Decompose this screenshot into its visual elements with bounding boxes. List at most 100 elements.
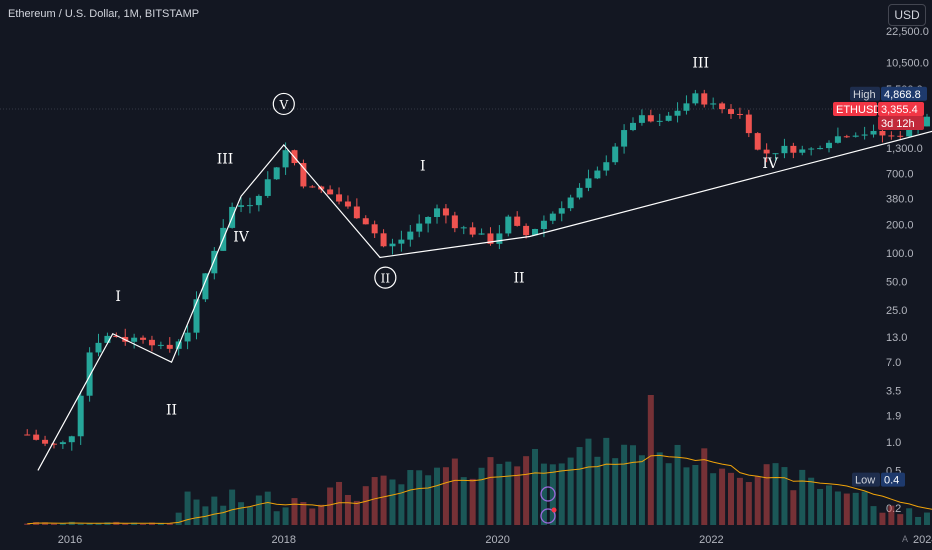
wave-label-circle bbox=[374, 266, 397, 289]
candle-body bbox=[50, 443, 57, 445]
volume-bar bbox=[710, 473, 717, 525]
candle-body bbox=[576, 187, 583, 198]
volume-bar bbox=[344, 494, 351, 525]
volume-bar bbox=[799, 469, 806, 525]
volume-bar bbox=[808, 477, 815, 525]
y-tick-label: 7.0 bbox=[886, 357, 901, 369]
volume-bar bbox=[567, 457, 574, 525]
candle-body bbox=[68, 436, 75, 443]
last-price-tag: 3,355.4 bbox=[881, 104, 918, 116]
volume-bar bbox=[630, 445, 637, 525]
volume-bar bbox=[389, 479, 396, 525]
volume-bar bbox=[336, 481, 343, 525]
event-icon[interactable] bbox=[540, 486, 556, 502]
candle-body bbox=[238, 205, 245, 207]
candle-body bbox=[701, 93, 708, 105]
volume-bar bbox=[585, 438, 592, 525]
wave-label: II bbox=[513, 271, 524, 287]
volume-bar bbox=[478, 467, 485, 525]
countdown-tag-bg bbox=[878, 116, 924, 131]
candle-body bbox=[817, 148, 824, 150]
y-tick-label: 380.0 bbox=[886, 193, 914, 205]
volume-bar bbox=[781, 467, 788, 525]
volume-bar bbox=[282, 507, 289, 525]
candle-body bbox=[772, 153, 779, 155]
candle-body bbox=[273, 167, 280, 180]
volume-bar bbox=[327, 487, 334, 525]
candle-body bbox=[843, 136, 850, 138]
candle-body bbox=[353, 206, 360, 219]
candle-body bbox=[514, 216, 521, 226]
volume-bar bbox=[683, 467, 690, 525]
auto-scale-button[interactable]: A bbox=[901, 534, 908, 544]
volume-bar bbox=[621, 444, 628, 525]
candle-body bbox=[469, 227, 476, 235]
volume-bar bbox=[888, 505, 895, 525]
candle-body bbox=[113, 335, 120, 337]
candle-body bbox=[897, 135, 904, 137]
candle-body bbox=[425, 216, 432, 224]
wave-label: I bbox=[420, 158, 426, 174]
volume-bar bbox=[861, 491, 868, 525]
candle-body bbox=[692, 93, 699, 104]
last-price-tag-bg bbox=[878, 102, 924, 117]
candle-body bbox=[656, 120, 663, 122]
volume-bar bbox=[843, 493, 850, 525]
volume-bar bbox=[353, 500, 360, 525]
wave-label: III bbox=[692, 55, 709, 71]
candle-body bbox=[336, 194, 343, 202]
candle-body bbox=[834, 136, 841, 143]
candle-body bbox=[104, 335, 111, 343]
wave-label: IV bbox=[762, 156, 779, 172]
candle-body bbox=[763, 149, 770, 154]
y-tick-label: 22,500.0 bbox=[886, 26, 929, 38]
elliott-wave-line bbox=[37, 130, 932, 471]
candle-body bbox=[442, 208, 449, 216]
candle-body bbox=[558, 208, 565, 214]
y-tick-label: 1.0 bbox=[886, 437, 901, 449]
currency-button[interactable]: USD bbox=[888, 4, 926, 26]
x-tick-label: 2018 bbox=[272, 534, 296, 546]
candle-body bbox=[621, 130, 628, 147]
volume-moving-average bbox=[27, 454, 932, 525]
volume-bar bbox=[416, 470, 423, 525]
volume-bar bbox=[220, 505, 227, 525]
candle-body bbox=[451, 215, 458, 229]
candle-body bbox=[790, 145, 797, 153]
volume-bar bbox=[451, 458, 458, 525]
candle-body bbox=[683, 103, 690, 111]
x-tick-label: 2022 bbox=[699, 534, 723, 546]
candle-body bbox=[532, 229, 539, 236]
candle-body bbox=[166, 344, 173, 349]
candle-body bbox=[540, 220, 547, 230]
candle-body bbox=[612, 146, 619, 163]
candle-body bbox=[86, 352, 93, 396]
volume-bar bbox=[647, 395, 654, 525]
volume-bar bbox=[834, 491, 841, 525]
volume-bar bbox=[273, 511, 280, 525]
dividend-icon[interactable] bbox=[540, 508, 556, 524]
candle-body bbox=[487, 233, 494, 244]
x-tick-label: 2024 bbox=[913, 534, 932, 546]
y-tick-label: 200.0 bbox=[886, 220, 914, 232]
y-tick-label: 700.0 bbox=[886, 168, 914, 180]
volume-bar bbox=[193, 499, 200, 525]
candle-body bbox=[255, 195, 262, 206]
candle-body bbox=[665, 115, 672, 121]
volume-bar bbox=[184, 491, 191, 525]
wave-label: III bbox=[217, 152, 234, 168]
volume-bar bbox=[202, 506, 209, 525]
volume-bar bbox=[148, 522, 155, 525]
candle-body bbox=[630, 122, 637, 131]
candle-body bbox=[852, 135, 859, 137]
y-tick-label: 1.9 bbox=[886, 411, 901, 423]
chart-title: Ethereum / U.S. Dollar, 1M, BITSTAMP bbox=[8, 8, 200, 20]
candle-body bbox=[300, 163, 307, 187]
candle-body bbox=[906, 126, 913, 137]
candle-body bbox=[603, 162, 610, 171]
volume-bar bbox=[692, 464, 699, 525]
candle-body bbox=[719, 103, 726, 110]
volume-bar bbox=[656, 452, 663, 525]
volume-bar bbox=[674, 444, 681, 525]
